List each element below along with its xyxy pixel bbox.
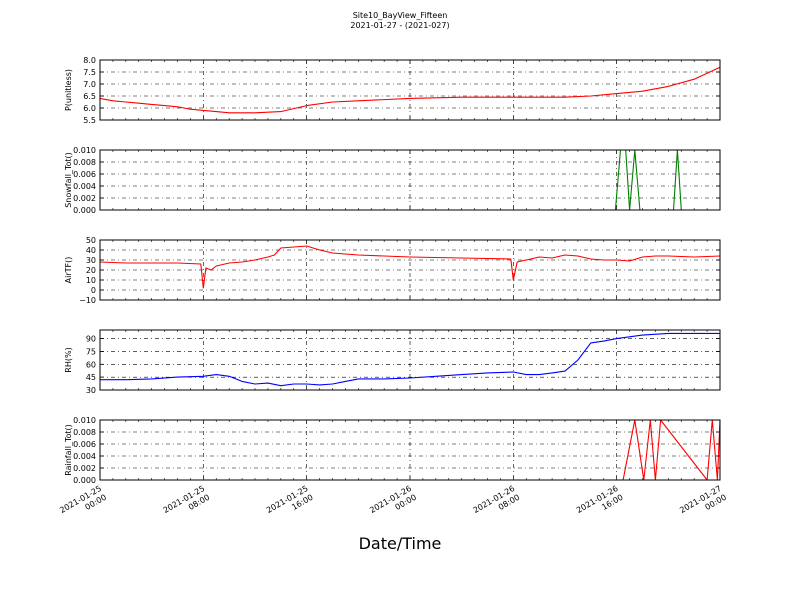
y-tick-label: 6.0 <box>83 104 96 113</box>
y-axis-label: P(unitless) <box>64 69 73 111</box>
axes-frame <box>99 419 721 481</box>
y-tick-label: 0.010 <box>73 146 96 155</box>
axes-frame <box>99 239 721 301</box>
y-axis-label: RH(%) <box>64 347 73 372</box>
y-tick-label: 0.000 <box>73 476 96 485</box>
y-tick-label: 45 <box>86 373 96 382</box>
x-tick-label: 2021-01-2516:00 <box>265 484 315 524</box>
x-tick-label: 2021-01-2508:00 <box>162 484 212 524</box>
chart-subtitle: 2021-01-27 - (2021-027) <box>350 21 450 30</box>
y-tick-label: 0.008 <box>73 428 96 437</box>
y-tick-label: 75 <box>86 347 96 356</box>
series-line-3 <box>99 245 721 289</box>
x-axis-label: Date/Time <box>358 534 442 553</box>
y-tick-label: 0.002 <box>73 194 96 203</box>
y-tick-label: 90 <box>86 335 96 344</box>
x-tick-label: 2021-01-2500:00 <box>58 484 108 524</box>
panel-4: 30 45 60 75 90 RH(%) <box>64 329 721 395</box>
y-tick-label: 0.000 <box>73 206 96 215</box>
y-tick-label: 7.0 <box>83 80 96 89</box>
y-axis-label: Rainfall_Tot() <box>64 424 73 476</box>
y-tick-label: 20 <box>86 266 96 275</box>
y-tick-label: 30 <box>86 256 96 265</box>
x-tick-label: 2021-01-2608:00 <box>472 484 522 524</box>
series-line-4 <box>100 332 720 387</box>
y-tick-label: 0.010 <box>73 416 96 425</box>
y-axis-label: Snowfall_Tot() <box>64 152 73 208</box>
y-tick-label: 40 <box>86 246 96 255</box>
y-tick-label: 0 <box>91 286 96 295</box>
x-tick-labels: 2021-01-2500:00 2021-01-2508:00 2021-01-25… <box>58 484 728 524</box>
y-tick-label: 0.004 <box>73 452 96 461</box>
x-tick-label: 2021-01-2700:00 <box>678 484 728 524</box>
axes-frame <box>99 149 721 211</box>
y-tick-label: −10 <box>79 296 96 305</box>
y-tick-label: 0.004 <box>73 182 96 191</box>
x-tick-label: 2021-01-2600:00 <box>368 484 418 524</box>
panel-1: 5.5 6.0 6.5 7.0 7.5 8.0 P(unitless) <box>64 56 721 125</box>
axes-frame <box>99 329 721 391</box>
series-line-1 <box>99 66 721 114</box>
y-tick-label: 6.5 <box>83 92 96 101</box>
y-tick-label: 0.006 <box>73 440 96 449</box>
y-tick-label: 8.0 <box>83 56 96 65</box>
panel-5: 0.000 0.002 0.004 0.006 0.008 0.010Rainfall_T… <box>64 416 721 485</box>
y-tick-label: 0.006 <box>73 170 96 179</box>
axes-frame <box>99 59 721 121</box>
y-tick-label: 0.008 <box>73 158 96 167</box>
y-tick-label: 50 <box>86 236 96 245</box>
chart-title: Site10_BayView_Fifteen <box>352 11 448 20</box>
panel-2: 0.000 0.002 0.004 0.006 0.008 0.010Snowfall_T… <box>64 146 721 215</box>
y-axis-label: AirTF() <box>64 257 73 284</box>
y-tick-label: 5.5 <box>83 116 96 125</box>
y-tick-label: 30 <box>86 386 96 395</box>
y-tick-label: 60 <box>86 360 96 369</box>
y-tick-label: 7.5 <box>83 68 96 77</box>
y-tick-label: 0.002 <box>73 464 96 473</box>
x-tick-label: 2021-01-2616:00 <box>575 484 625 524</box>
y-tick-label: 10 <box>86 276 96 285</box>
